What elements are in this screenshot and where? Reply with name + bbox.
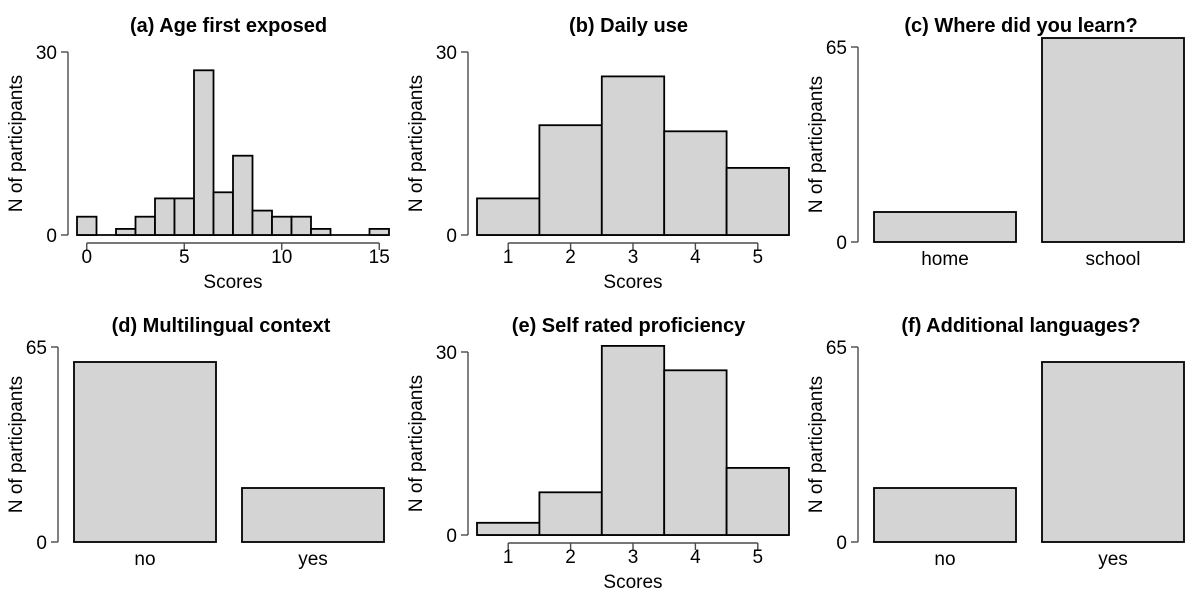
y-axis-label: N of participants xyxy=(406,375,427,512)
histogram-e: 0 30 1 2 3 4 5 (e) Self rated proficiency N of p… xyxy=(406,315,790,593)
category-label: home xyxy=(921,249,969,270)
histogram-bar xyxy=(290,215,312,236)
x-tick-label: 3 xyxy=(628,247,639,268)
bar xyxy=(73,361,217,543)
panel-title: (b) Daily use xyxy=(569,15,688,37)
histogram-a: 0 30 0 5 10 15 (a) Age first exposed N of parti… xyxy=(6,15,390,293)
histogram-bar xyxy=(251,209,273,236)
y-tick-label: 65 xyxy=(826,338,847,359)
histogram-bar xyxy=(600,75,666,236)
histogram-bar xyxy=(725,466,790,536)
x-tick-label: 2 xyxy=(565,247,576,268)
x-axis-label: Scores xyxy=(603,272,662,293)
y-tick-label: 0 xyxy=(446,226,457,247)
y-axis-label: N of participants xyxy=(806,76,827,213)
category-label: no xyxy=(934,549,955,570)
y-tick-label: 30 xyxy=(36,43,57,64)
histogram-bar xyxy=(538,491,603,536)
panel-title: (e) Self rated proficiency xyxy=(512,315,746,337)
x-tick-label: 4 xyxy=(690,547,701,568)
histogram-b: 0 30 1 2 3 4 5 (b) Daily use N of participants Sc… xyxy=(406,15,790,293)
bar xyxy=(241,487,385,543)
histogram-bar xyxy=(154,197,176,236)
panel-title: (d) Multilingual context xyxy=(112,315,331,337)
panel-c: home school 0 65 (c) Where did you learn? N o… xyxy=(800,0,1200,300)
panel-a: 0 30 0 5 10 15 (a) Age first exposed N of parti… xyxy=(0,0,400,300)
y-tick-label: 0 xyxy=(836,533,847,554)
histogram-bar xyxy=(600,345,666,536)
histogram-bar xyxy=(663,369,728,536)
bar xyxy=(1041,361,1185,543)
y-tick-label: 30 xyxy=(436,343,457,364)
x-axis-label: Scores xyxy=(203,272,262,293)
x-tick-label: 5 xyxy=(753,547,764,568)
x-axis-label: Scores xyxy=(603,572,662,593)
histogram-bar xyxy=(193,69,215,236)
histogram-bar xyxy=(115,227,137,236)
histogram-bar xyxy=(310,227,332,236)
panel-title: (a) Age first exposed xyxy=(130,15,327,37)
category-label: yes xyxy=(1098,549,1128,570)
histogram-bar xyxy=(134,215,156,236)
y-tick-label: 0 xyxy=(46,226,57,247)
histogram-bar xyxy=(725,166,790,236)
panel-e: 0 30 1 2 3 4 5 (e) Self rated proficiency N of p… xyxy=(400,300,800,600)
y-tick-label: 0 xyxy=(836,233,847,254)
histogram-bar xyxy=(476,521,541,536)
x-tick-label: 15 xyxy=(369,247,390,268)
y-axis-label: N of participants xyxy=(406,75,427,212)
histogram-bar xyxy=(538,124,603,236)
category-label: school xyxy=(1086,249,1141,270)
histogram-bar xyxy=(476,197,541,236)
panel-f: no yes 0 65 (f) Additional languages? N of pa… xyxy=(800,300,1200,600)
panel-title: (c) Where did you learn? xyxy=(904,15,1137,37)
histogram-bar xyxy=(173,197,195,236)
panel-d: no yes 0 65 (d) Multilingual context N of par… xyxy=(0,300,400,600)
x-tick-label: 5 xyxy=(179,247,190,268)
y-tick-label: 30 xyxy=(436,43,457,64)
x-tick-label: 3 xyxy=(628,547,639,568)
y-tick-label: 0 xyxy=(446,526,457,547)
x-tick-label: 0 xyxy=(81,247,92,268)
histogram-bar xyxy=(663,130,728,236)
x-tick-label: 1 xyxy=(503,247,514,268)
x-tick-label: 5 xyxy=(753,247,764,268)
panel-b: 0 30 1 2 3 4 5 (b) Daily use N of participants Sc… xyxy=(400,0,800,300)
bar xyxy=(873,487,1017,543)
histogram-bar xyxy=(368,227,390,236)
y-axis-label: N of participants xyxy=(6,376,27,513)
histogram-bar xyxy=(232,154,254,236)
x-tick-label: 4 xyxy=(690,247,701,268)
bar xyxy=(1041,37,1185,243)
y-tick-label: 65 xyxy=(826,38,847,59)
bar xyxy=(873,211,1017,243)
category-label: yes xyxy=(298,549,328,570)
histogram-bar xyxy=(76,215,98,236)
category-label: no xyxy=(134,549,155,570)
histogram-bar xyxy=(212,191,234,236)
panel-title: (f) Additional languages? xyxy=(901,315,1140,337)
x-tick-label: 1 xyxy=(503,547,514,568)
y-tick-label: 0 xyxy=(36,533,47,554)
x-tick-label: 2 xyxy=(565,547,576,568)
x-tick-label: 10 xyxy=(271,247,292,268)
histogram-bar xyxy=(271,215,293,236)
bar-chart-f: no yes 0 65 (f) Additional languages? N of pa… xyxy=(806,315,1185,570)
bar-chart-d: no yes 0 65 (d) Multilingual context N of par… xyxy=(6,315,385,570)
bar-chart-c: home school 0 65 (c) Where did you learn? N o… xyxy=(806,15,1185,270)
y-axis-label: N of participants xyxy=(6,75,27,212)
y-axis-label: N of participants xyxy=(806,376,827,513)
y-tick-label: 65 xyxy=(26,338,47,359)
